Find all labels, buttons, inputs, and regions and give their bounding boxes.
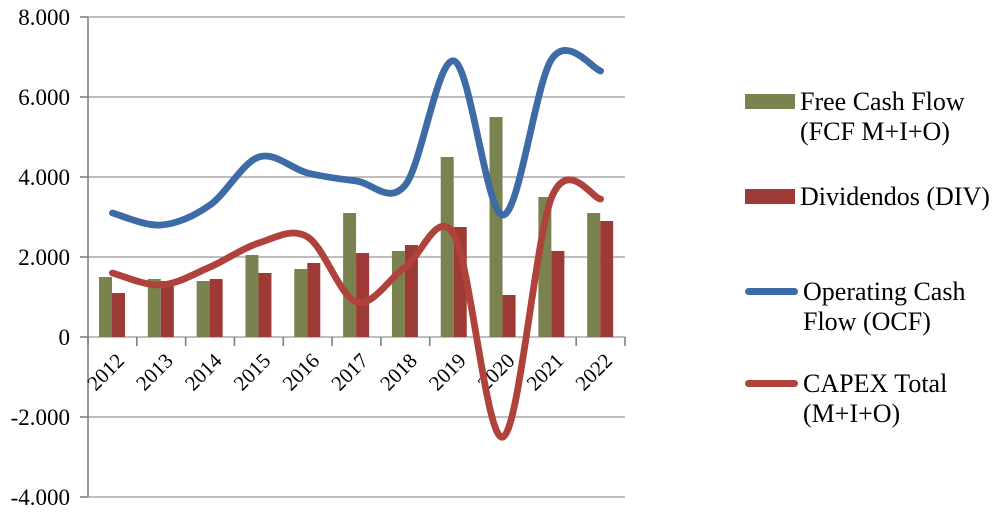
line-capex — [109, 176, 604, 441]
bar-fcf-2018 — [391, 251, 405, 337]
bar-div-2012 — [112, 293, 125, 337]
bar-div-2022 — [600, 221, 614, 337]
legend-swatch-free-cash-flow-icon — [745, 94, 795, 109]
legend-item-dividendos: Dividendos (DIV) — [745, 182, 990, 212]
chart-legend: Free Cash Flow (FCF M+I+O) Dividendos (D… — [745, 0, 1007, 517]
bar-fcf-2022 — [587, 213, 601, 337]
x-axis-label: 2016 — [278, 349, 325, 396]
bar-div-2014 — [209, 279, 223, 337]
x-axis-label: 2019 — [424, 349, 471, 396]
legend-swatch-capex-total-icon — [745, 380, 798, 387]
x-axis-label: 2015 — [229, 349, 276, 396]
bar-div-2021 — [551, 251, 565, 337]
x-axis-label: 2021 — [522, 349, 569, 396]
bar-fcf-2015 — [245, 255, 259, 337]
bar-div-2015 — [258, 273, 272, 337]
legend-label-capex-total: CAPEX Total (M+I+O) — [803, 369, 948, 428]
y-axis-label: 4.000 — [18, 165, 70, 190]
y-axis-label: -2.000 — [11, 405, 70, 430]
bar-fcf-2016 — [294, 269, 308, 337]
y-axis-label: -4.000 — [11, 485, 70, 510]
bar-div-2016 — [307, 263, 321, 337]
bar-fcf-2012 — [99, 277, 112, 337]
bar-div-2020 — [502, 295, 516, 337]
bar-fcf-2020 — [489, 117, 503, 337]
legend-item-operating-cash-flow: Operating Cash Flow (OCF) — [745, 277, 965, 337]
bar-fcf-2017 — [343, 213, 357, 337]
line-ocf — [109, 47, 604, 229]
legend-label-dividendos: Dividendos (DIV) — [800, 182, 990, 211]
x-axis-label: 2017 — [326, 349, 373, 396]
y-axis-label: 2.000 — [18, 245, 70, 270]
legend-swatch-dividendos-icon — [745, 189, 795, 204]
bar-div-2017 — [356, 253, 370, 337]
bar-fcf-2019 — [440, 157, 454, 337]
legend-item-capex-total: CAPEX Total (M+I+O) — [745, 369, 947, 429]
x-axis-label: 2022 — [570, 349, 617, 396]
legend-item-free-cash-flow: Free Cash Flow (FCF M+I+O) — [745, 87, 965, 147]
x-axis-label: 2012 — [82, 349, 129, 396]
legend-label-operating-cash-flow: Operating Cash Flow (OCF) — [803, 277, 966, 336]
y-axis-label: 0 — [59, 325, 71, 350]
legend-label-free-cash-flow: Free Cash Flow (FCF M+I+O) — [800, 87, 965, 146]
x-axis-label: 2014 — [180, 348, 227, 395]
y-axis-label: 8.000 — [18, 5, 70, 30]
bar-fcf-2014 — [196, 281, 210, 337]
bar-fcf-2013 — [147, 279, 161, 337]
legend-swatch-operating-cash-flow-icon — [745, 288, 798, 295]
bar-div-2013 — [160, 281, 174, 337]
x-axis-label: 2018 — [375, 349, 422, 396]
x-axis-label: 2013 — [131, 349, 178, 396]
y-axis-label: 6.000 — [18, 85, 70, 110]
